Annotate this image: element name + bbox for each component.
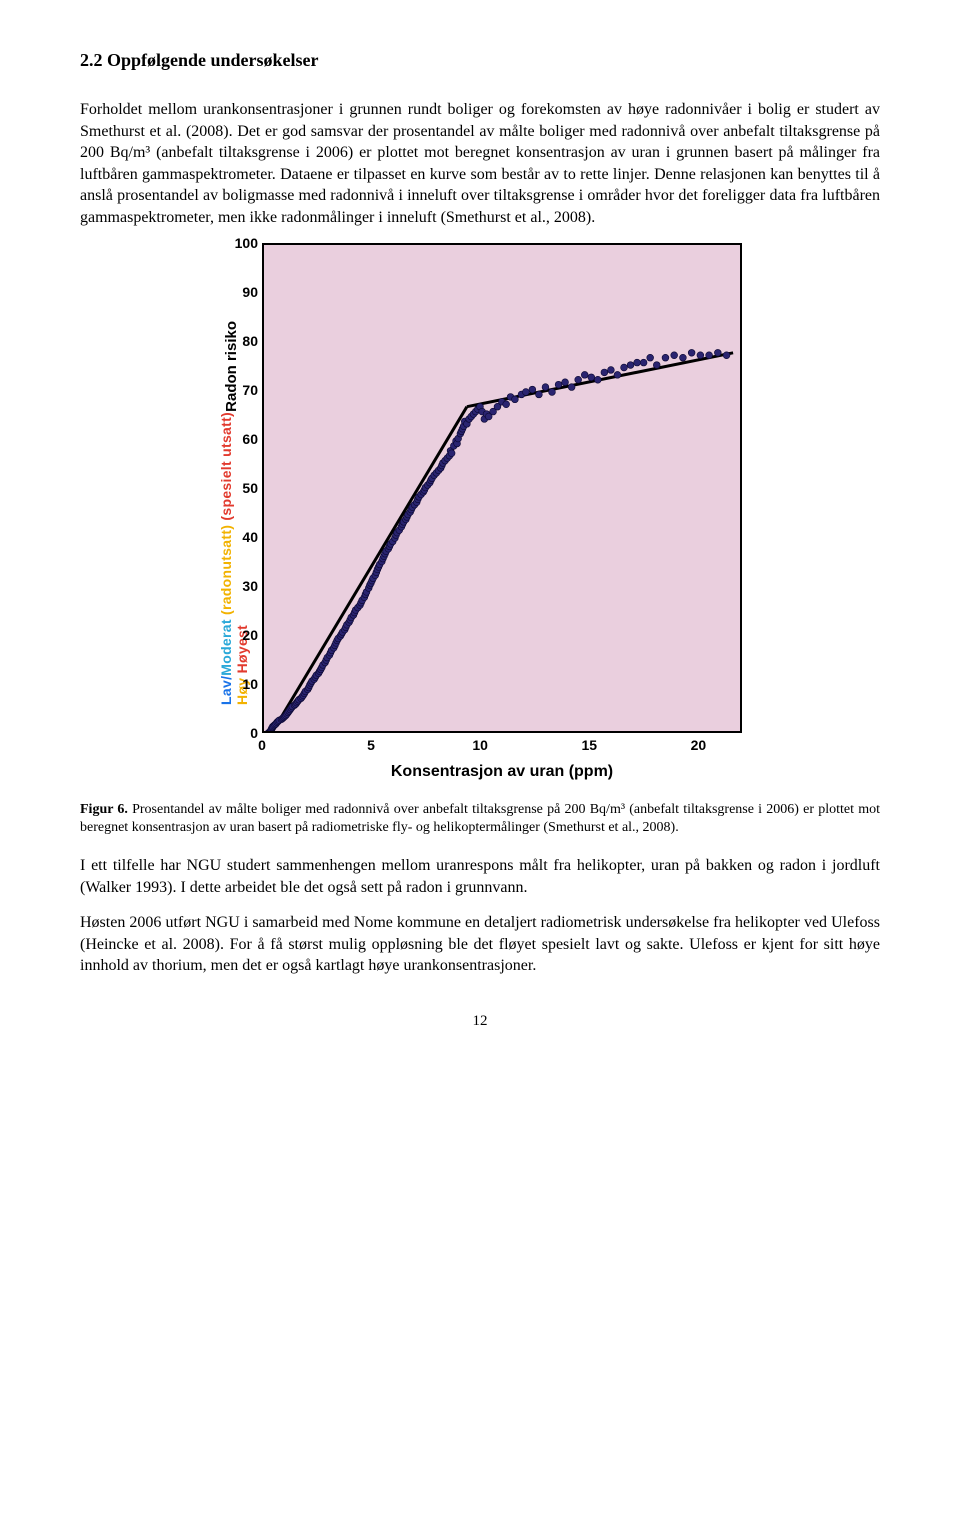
y-tick: 0 (250, 725, 258, 741)
x-axis-label: Konsentrasjon av uran (ppm) (262, 763, 742, 781)
y-tick: 80 (242, 333, 258, 349)
data-point (608, 366, 615, 373)
data-point (688, 349, 695, 356)
y-tick: 70 (242, 382, 258, 398)
y-tick: 10 (242, 676, 258, 692)
data-point (522, 388, 529, 395)
paragraph-2: I ett tilfelle har NGU studert sammenhen… (80, 855, 880, 898)
figure-6: Radon risiko Høy HøyestLav/Moderat (rado… (80, 243, 880, 783)
data-point (581, 371, 588, 378)
data-point (723, 351, 730, 358)
x-tick: 0 (258, 737, 266, 753)
y-tick: 60 (242, 431, 258, 447)
data-point (542, 383, 549, 390)
data-point (549, 388, 556, 395)
data-point (621, 364, 628, 371)
figure-label: Figur 6. (80, 802, 132, 817)
x-tick: 5 (367, 737, 375, 753)
x-tick: 20 (691, 737, 707, 753)
data-point (653, 361, 660, 368)
data-point (706, 351, 713, 358)
y-tick: 90 (242, 284, 258, 300)
paragraph-intro: Forholdet mellom urankonsentrasjoner i g… (80, 99, 880, 229)
y-tick: 50 (242, 480, 258, 496)
data-point (680, 354, 687, 361)
y-tick: 40 (242, 529, 258, 545)
x-tick: 15 (581, 737, 597, 753)
figure-caption-text: Prosentandel av målte boliger med radonn… (80, 802, 880, 835)
section-heading: 2.2 Oppfølgende undersøkelser (80, 50, 880, 71)
data-point (512, 396, 519, 403)
data-point (448, 449, 455, 456)
paragraph-3: Høsten 2006 utført NGU i samarbeid med N… (80, 912, 880, 977)
page-number: 12 (80, 1013, 880, 1030)
data-point (555, 381, 562, 388)
data-point (634, 359, 641, 366)
data-point (503, 400, 510, 407)
y-tick: 100 (235, 235, 258, 251)
fit-line (271, 406, 467, 732)
data-point (662, 354, 669, 361)
chart-panel: 0102030405060708090100 05101520 (262, 243, 742, 733)
data-point (614, 371, 621, 378)
data-point (536, 391, 543, 398)
data-point (601, 369, 608, 376)
data-point (568, 383, 575, 390)
data-point (647, 354, 654, 361)
data-point (594, 376, 601, 383)
data-point (671, 351, 678, 358)
x-tick: 10 (472, 737, 488, 753)
data-point (714, 349, 721, 356)
data-point (529, 386, 536, 393)
data-point (575, 376, 582, 383)
data-point (562, 378, 569, 385)
data-point (588, 373, 595, 380)
data-point (697, 351, 704, 358)
data-point (640, 359, 647, 366)
y-tick: 20 (242, 627, 258, 643)
y-tick: 30 (242, 578, 258, 594)
data-point (627, 361, 634, 368)
figure-6-caption: Figur 6. Prosentandel av målte boliger m… (80, 801, 880, 837)
